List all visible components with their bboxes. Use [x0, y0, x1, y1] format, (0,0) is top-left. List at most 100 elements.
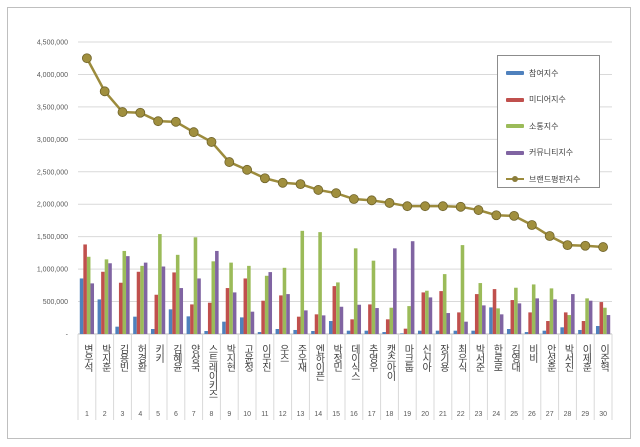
bar-미디어지수-26	[528, 312, 532, 334]
rank-label: 11	[261, 411, 268, 418]
y-tick-label: 4,000,000	[37, 72, 68, 79]
bar-소통지수-11	[264, 275, 269, 334]
bar-참여지수-24	[489, 307, 493, 334]
bar-참여지수-26	[524, 332, 529, 334]
rank-label: 6	[174, 411, 178, 418]
bar-미디어지수-12	[279, 295, 283, 334]
line-point-26	[527, 220, 537, 230]
bar-소통지수-9	[229, 262, 233, 334]
category-label: 허경환	[135, 344, 147, 372]
bar-미디어지수-8	[207, 302, 212, 334]
line-point-6	[170, 116, 181, 127]
bar-커뮤니티지수-26	[535, 298, 540, 334]
legend-item: 브랜드평판지수	[506, 166, 599, 193]
rank-label: 26	[528, 411, 536, 418]
rank-label: 21	[439, 411, 447, 418]
rank-label: 5	[156, 411, 160, 418]
bar-소통지수-1	[86, 256, 91, 334]
chart-frame	[7, 7, 631, 439]
rank-label: 27	[546, 411, 554, 418]
line-point-19	[402, 201, 413, 212]
bar-커뮤니티지수-15	[339, 306, 344, 334]
bar-미디어지수-17	[368, 304, 372, 334]
category-label: 추영우	[366, 344, 378, 373]
rank-label: 10	[243, 411, 251, 418]
legend-label: 미디어지수	[529, 95, 566, 105]
bar-미디어지수-18	[385, 319, 390, 334]
bar-참여지수-16	[346, 330, 351, 334]
category-label: 주우재	[295, 344, 307, 373]
bar-참여지수-4	[133, 316, 137, 334]
category-label: 김영대	[509, 344, 521, 373]
bar-참여지수-9	[222, 321, 226, 334]
bar-미디어지수-14	[314, 314, 319, 334]
bar-커뮤니티지수-14	[321, 315, 326, 334]
bar-소통지수-26	[531, 284, 536, 334]
rank-label: 3	[121, 411, 125, 418]
line-point-1	[82, 53, 92, 64]
rank-label: 24	[492, 411, 500, 418]
bar-참여지수-28	[560, 327, 564, 334]
bar-소통지수-24	[496, 308, 500, 334]
bar-참여지수-12	[275, 329, 280, 334]
rank-label: 13	[297, 411, 305, 418]
bar-참여지수-22	[453, 330, 458, 334]
category-label: 신시아	[420, 344, 432, 373]
category-label: 박지현	[224, 344, 236, 372]
bar-미디어지수-6	[172, 272, 176, 334]
y-tick-label: -	[66, 332, 69, 339]
bar-소통지수-10	[247, 265, 251, 334]
bar-미디어지수-27	[546, 321, 550, 334]
bar-커뮤니티지수-2	[108, 263, 112, 334]
bar-커뮤니티지수-9	[232, 292, 237, 334]
category-label: 박지훈	[99, 344, 111, 372]
bar-소통지수-30	[603, 307, 607, 334]
rank-label: 7	[192, 411, 196, 418]
line-point-28	[562, 240, 573, 251]
bar-미디어지수-21	[439, 291, 443, 334]
rank-label: 4	[138, 411, 142, 418]
bar-커뮤니티지수-16	[357, 304, 362, 334]
line-point-14	[313, 185, 324, 195]
category-label: 키키	[153, 344, 165, 364]
bar-미디어지수-5	[154, 294, 159, 334]
rank-label: 30	[599, 411, 607, 418]
bar-소통지수-25	[514, 287, 518, 334]
bar-커뮤니티지수-1	[90, 283, 95, 334]
legend: 참여지수 미디어지수 소통지수 커뮤니티지수 브랜드평판지수	[497, 55, 600, 188]
legend-line-marker-icon	[506, 176, 524, 183]
rank-label: 14	[314, 411, 322, 418]
y-tick-label: 3,000,000	[37, 137, 68, 144]
category-label: 우즈	[277, 344, 289, 362]
rank-label: 19	[403, 411, 411, 418]
bar-참여지수-30	[595, 326, 600, 334]
bar-미디어지수-19	[403, 328, 408, 334]
category-label: 박정민	[331, 344, 343, 372]
rank-label: 20	[421, 411, 429, 418]
bar-참여지수-17	[364, 330, 369, 334]
line-point-3	[117, 107, 128, 117]
bar-커뮤니티지수-25	[517, 303, 522, 334]
line-point-27	[544, 231, 555, 241]
bar-미디어지수-13	[296, 316, 301, 334]
bar-참여지수-15	[328, 321, 333, 334]
bar-참여지수-3	[115, 326, 119, 334]
bar-소통지수-21	[442, 274, 447, 334]
category-label: 스트레이키즈	[206, 344, 218, 398]
bar-커뮤니티지수-7	[197, 278, 201, 334]
bar-소통지수-29	[585, 298, 589, 334]
y-tick-label: 1,500,000	[37, 234, 68, 241]
category-label: 변우석	[81, 344, 93, 373]
bar-커뮤니티지수-21	[446, 313, 451, 334]
bar-미디어지수-29	[581, 321, 586, 334]
rank-label: 9	[227, 411, 231, 418]
category-label: 최우식	[455, 344, 467, 372]
line-point-18	[384, 198, 395, 208]
bar-소통지수-15	[336, 282, 340, 334]
bar-미디어지수-16	[350, 319, 354, 334]
legend-swatch-icon	[506, 97, 524, 102]
category-label: 안성훈	[544, 344, 556, 372]
category-label: 데이식스	[348, 344, 360, 380]
line-point-10	[242, 164, 253, 175]
category-label: 비비	[526, 344, 537, 364]
